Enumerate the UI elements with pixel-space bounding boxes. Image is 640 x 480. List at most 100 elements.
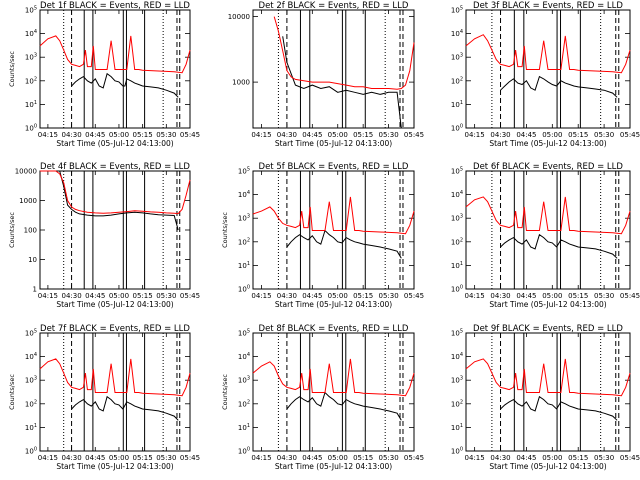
- y-axis-label: Counts/sec: [8, 374, 16, 410]
- y-tick-label: 103: [238, 376, 250, 385]
- y-axis-label: Counts/sec: [221, 374, 229, 410]
- y-tick-label: 10000: [228, 13, 250, 21]
- x-tick-label: 04:45: [85, 454, 105, 462]
- x-tick-label: 04:30: [277, 454, 297, 462]
- x-tick-label: 04:15: [38, 292, 58, 300]
- x-tick-label: 05:00: [109, 292, 129, 300]
- y-tick-label: 103: [451, 53, 463, 62]
- x-axis-label: Start Time (05-Jul-12 04:13:00): [489, 300, 606, 309]
- x-tick-label: 04:45: [516, 292, 536, 300]
- x-tick-label: 05:00: [328, 292, 348, 300]
- x-tick-label: 04:15: [38, 131, 58, 139]
- series-lld: [252, 196, 415, 235]
- y-tick-label: 100: [451, 124, 463, 133]
- y-tick-label: 104: [451, 29, 463, 38]
- x-tick-label: 04:30: [61, 292, 81, 300]
- x-tick-label: 05:45: [404, 454, 424, 462]
- plot-frame: [39, 170, 191, 290]
- y-tick-label: 101: [451, 423, 463, 432]
- y-axis-label: Counts/sec: [8, 51, 16, 87]
- plot-frame: [465, 332, 631, 452]
- x-tick-label: 04:15: [251, 292, 271, 300]
- y-tick-label: 101: [451, 100, 463, 109]
- x-tick-label: 05:30: [156, 131, 176, 139]
- series-lld: [39, 358, 191, 397]
- x-tick-label: 05:30: [594, 131, 614, 139]
- y-tick-label: 102: [238, 399, 250, 408]
- y-tick-label: 105: [238, 167, 250, 176]
- chart-title: Det 8f BLACK = Events, RED = LLD: [259, 324, 409, 334]
- x-tick-label: 04:15: [251, 454, 271, 462]
- y-tick-label: 100: [25, 124, 37, 133]
- x-tick-label: 04:45: [516, 454, 536, 462]
- x-tick-label: 05:15: [353, 454, 373, 462]
- series-events: [286, 391, 402, 421]
- y-tick-label: 103: [451, 376, 463, 385]
- x-axis-label: Start Time (05-Jul-12 04:13:00): [56, 300, 173, 309]
- x-axis-label: Start Time (05-Jul-12 04:13:00): [56, 462, 173, 471]
- series-lld: [465, 358, 631, 397]
- x-tick-label: 05:45: [620, 131, 640, 139]
- y-tick-label: 10: [28, 256, 37, 264]
- y-tick-label: 10000: [15, 168, 37, 176]
- panel-1: Det 1f BLACK = Events, RED = LLD 100 101 10…: [8, 1, 200, 148]
- x-tick-label: 05:30: [156, 292, 176, 300]
- y-tick-label: 105: [25, 329, 37, 338]
- x-tick-label: 04:30: [277, 131, 297, 139]
- series-lld: [465, 34, 631, 74]
- x-tick-label: 04:45: [302, 292, 322, 300]
- y-tick-label: 102: [451, 76, 463, 85]
- x-axis-label: Start Time (05-Jul-12 04:13:00): [275, 139, 392, 148]
- series-events: [71, 395, 179, 421]
- y-tick-label: 104: [238, 190, 250, 199]
- plot-frame: [39, 9, 191, 129]
- y-tick-label: 102: [451, 399, 463, 408]
- y-tick-label: 1000: [232, 79, 250, 87]
- x-tick-label: 05:00: [542, 454, 562, 462]
- plot-frame: [465, 9, 631, 129]
- series-lld: [39, 35, 191, 74]
- y-tick-label: 102: [25, 76, 37, 85]
- y-tick-label: 105: [238, 329, 250, 338]
- x-tick-label: 05:30: [378, 131, 398, 139]
- series-events: [500, 395, 618, 421]
- x-tick-label: 05:45: [404, 131, 424, 139]
- x-tick-label: 04:15: [465, 454, 485, 462]
- y-tick-label: 101: [25, 423, 37, 432]
- plot-frame: [39, 332, 191, 452]
- y-tick-label: 105: [451, 167, 463, 176]
- series-lld: [40, 170, 191, 215]
- x-tick-label: 04:30: [61, 131, 81, 139]
- x-tick-label: 04:15: [465, 131, 485, 139]
- x-tick-label: 04:45: [85, 131, 105, 139]
- y-tick-label: 103: [451, 214, 463, 223]
- chart-title: Det 7f BLACK = Events, RED = LLD: [40, 324, 190, 334]
- panel-7: Det 7f BLACK = Events, RED = LLD 100 101 10…: [8, 324, 200, 471]
- x-tick-label: 05:15: [133, 292, 153, 300]
- y-tick-label: 100: [238, 285, 250, 294]
- x-tick-label: 05:00: [542, 292, 562, 300]
- panel-2: Det 2f BLACK = Events, RED = LLD 10000 100…: [228, 1, 424, 148]
- y-tick-label: 101: [25, 100, 37, 109]
- y-tick-label: 103: [238, 214, 250, 223]
- x-axis-label: Start Time (05-Jul-12 04:13:00): [56, 139, 173, 148]
- y-tick-label: 105: [451, 329, 463, 338]
- x-tick-label: 05:00: [328, 454, 348, 462]
- x-tick-label: 05:15: [568, 131, 588, 139]
- y-tick-label: 101: [238, 423, 250, 432]
- y-tick-label: 102: [238, 237, 250, 246]
- y-tick-label: 100: [238, 447, 250, 456]
- y-tick-label: 105: [25, 6, 37, 15]
- series-events: [500, 233, 618, 259]
- series-events: [286, 229, 402, 259]
- series-lld: [252, 358, 415, 397]
- y-tick-label: 104: [25, 29, 37, 38]
- x-tick-label: 05:30: [378, 292, 398, 300]
- y-tick-label: 100: [24, 227, 37, 235]
- panel-8: Det 8f BLACK = Events, RED = LLD 100 101 10…: [221, 324, 424, 471]
- x-tick-label: 05:15: [133, 131, 153, 139]
- y-tick-label: 101: [451, 261, 463, 270]
- plot-frame: [465, 170, 631, 290]
- x-tick-label: 05:30: [594, 454, 614, 462]
